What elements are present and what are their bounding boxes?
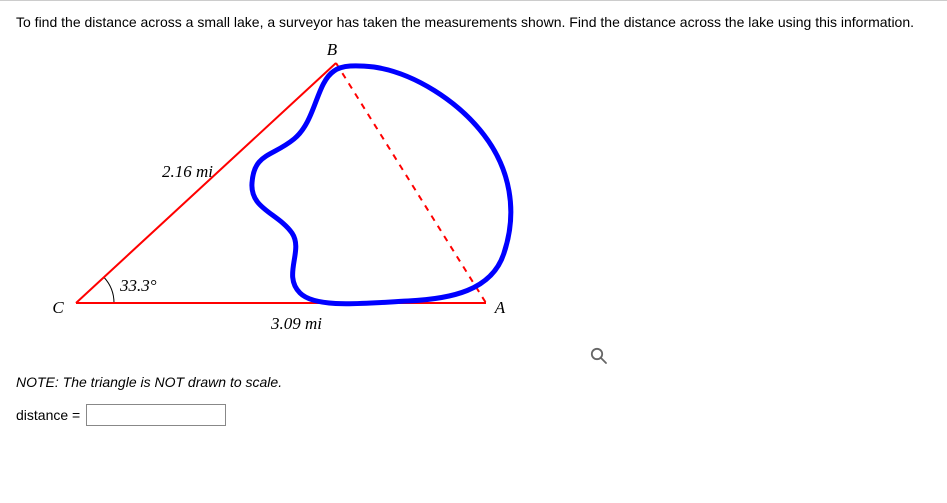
- answer-label: distance =: [16, 407, 80, 423]
- side-ba-dashed: [336, 63, 486, 303]
- angle-arc: [104, 277, 114, 303]
- answer-row: distance =: [16, 404, 931, 426]
- magnify-icon[interactable]: [590, 347, 608, 368]
- vertex-label-b: B: [327, 43, 338, 59]
- question-prompt: To find the distance across a small lake…: [16, 13, 931, 33]
- side-cb: [76, 63, 336, 303]
- label-side-cb: 2.16 mi: [162, 162, 213, 181]
- distance-input[interactable]: [86, 404, 226, 426]
- label-angle-c: 33.3°: [119, 276, 157, 295]
- scale-note: NOTE: The triangle is NOT drawn to scale…: [16, 374, 931, 390]
- label-side-ca: 3.09 mi: [270, 314, 322, 333]
- vertex-label-c: C: [52, 298, 64, 317]
- figure-container: B C A 2.16 mi 3.09 mi 33.3°: [16, 43, 931, 366]
- lake-outline: [252, 65, 511, 303]
- lake-triangle-figure: B C A 2.16 mi 3.09 mi 33.3°: [16, 43, 576, 363]
- vertex-label-a: A: [494, 298, 506, 317]
